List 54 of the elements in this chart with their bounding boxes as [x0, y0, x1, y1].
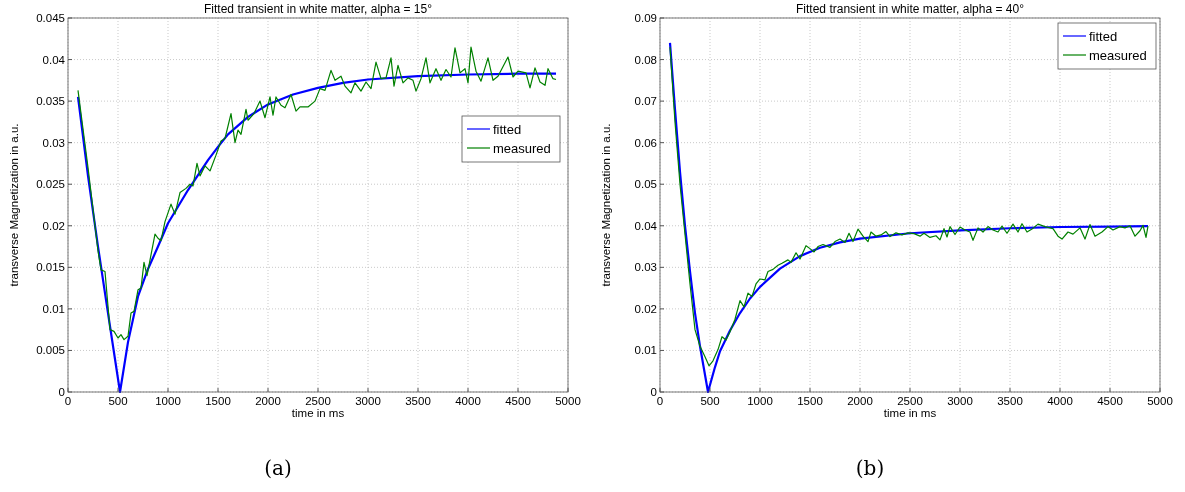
chart-title: Fitted transient in white matter, alpha = 40° — [796, 2, 1025, 16]
y-tick-label: 0.09 — [634, 12, 657, 24]
y-tick-label: 0.035 — [36, 95, 65, 108]
x-tick-label: 2000 — [847, 395, 873, 407]
x-tick-label: 3500 — [997, 395, 1023, 407]
y-tick-label: 0.05 — [634, 178, 657, 191]
y-tick-label: 0 — [58, 386, 65, 398]
y-tick-label: 0.07 — [634, 95, 657, 108]
y-axis-title: transverse Magnetization in a.u. — [8, 123, 20, 287]
x-tick-label: 3500 — [405, 395, 431, 407]
y-tick-label: 0.015 — [36, 261, 65, 274]
x-tick-label: 3000 — [355, 395, 381, 407]
legend-label: fitted — [493, 122, 522, 137]
y-tick-label: 0.03 — [42, 136, 65, 149]
x-tick-label: 5000 — [1147, 395, 1173, 407]
x-tick-label: 4000 — [1047, 395, 1073, 407]
legend-label: measured — [1089, 48, 1147, 63]
y-tick-label: 0.045 — [36, 12, 65, 24]
x-tick-label: 2000 — [255, 395, 281, 407]
legend-label: measured — [493, 141, 551, 156]
y-tick-label: 0.06 — [634, 136, 657, 149]
x-tick-label: 5000 — [555, 395, 581, 407]
x-axis-title: time in ms — [291, 407, 345, 419]
y-tick-label: 0 — [650, 386, 657, 398]
x-tick-label: 2500 — [897, 395, 923, 407]
y-tick-label: 0.02 — [634, 302, 657, 315]
text: (b) — [855, 456, 885, 480]
y-tick-label: 0.025 — [36, 178, 65, 191]
line-series — [76, 72, 558, 394]
y-axis-title: transverse Magnetization in a.u. — [600, 123, 612, 287]
x-tick-label: 1000 — [155, 395, 181, 407]
y-tick-label: 0.005 — [36, 344, 65, 357]
line-series — [77, 46, 557, 341]
x-tick-label: 1500 — [205, 395, 231, 407]
x-tick-label: 500 — [108, 395, 128, 407]
x-tick-label: 2500 — [305, 395, 331, 407]
y-tick-label: 0.01 — [634, 344, 657, 357]
x-tick-label: 4000 — [455, 395, 481, 407]
x-tick-label: 4500 — [505, 395, 531, 407]
text: (a) — [264, 456, 292, 480]
y-tick-label: 0.03 — [634, 261, 657, 274]
chart-title: Fitted transient in white matter, alpha = 15° — [204, 2, 433, 16]
x-tick-label: 1000 — [747, 395, 773, 407]
y-tick-label: 0.04 — [634, 219, 658, 232]
x-axis-title: time in ms — [883, 407, 937, 419]
y-tick-label: 0.02 — [42, 219, 65, 232]
x-tick-label: 3000 — [947, 395, 973, 407]
x-tick-label: 500 — [700, 395, 720, 407]
y-tick-label: 0.08 — [634, 53, 657, 66]
y-tick-label: 0.04 — [42, 53, 66, 66]
x-tick-label: 1500 — [797, 395, 823, 407]
legend-label: fitted — [1089, 29, 1118, 44]
y-tick-label: 0.01 — [42, 302, 65, 315]
x-tick-label: 4500 — [1097, 395, 1123, 407]
